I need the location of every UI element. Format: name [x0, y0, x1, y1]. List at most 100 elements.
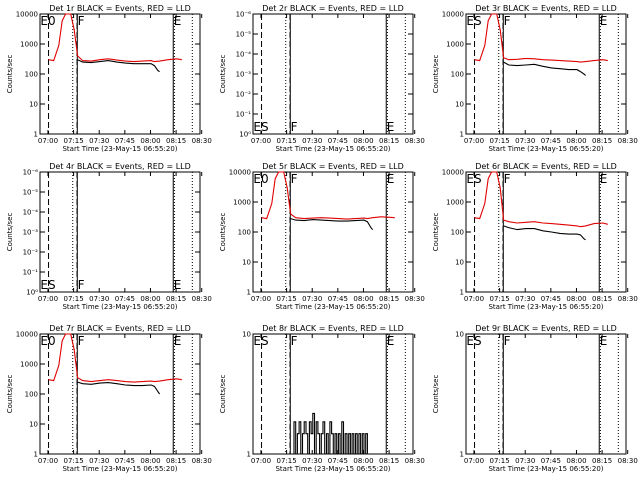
x-tick-label: 07:30 [515, 457, 535, 465]
x-axis-label: Start Time (23-May-15 06:55:20) [488, 145, 603, 153]
x-tick-label: 07:00 [464, 295, 484, 303]
y-axis-label: Counts/sec [6, 213, 14, 252]
chart-title: Det 3r BLACK = Events, RED = LLD [475, 4, 617, 13]
marker-label-f: F [504, 334, 511, 348]
x-axis-label: Start Time (23-May-15 06:55:20) [62, 145, 177, 153]
plot-frame [252, 13, 414, 135]
marker-label-e0: E0 [40, 14, 55, 28]
y-tick-label: 1 [460, 131, 464, 139]
y-tick-label: 10 [29, 101, 38, 109]
marker-label-f: F [78, 334, 85, 348]
y-tick-label: 100 [451, 71, 464, 79]
y-tick-label: 10⁻¹ [236, 111, 252, 119]
y-tick-label: 10⁻² [23, 249, 39, 257]
x-tick-label: 08:00 [566, 457, 586, 465]
x-tick-label: 07:00 [38, 295, 58, 303]
plot-frame [465, 333, 627, 455]
marker-label-e: E [387, 334, 395, 348]
marker-label-e0: E0 [253, 172, 268, 186]
x-tick-label: 08:00 [353, 457, 373, 465]
x-tick-label: 08:15 [166, 295, 186, 303]
y-axis-label: Counts/sec [6, 55, 14, 94]
y-tick-label: 10000 [16, 331, 38, 339]
marker-label-es: ES [253, 120, 268, 134]
y-axis-label: Counts/sec [432, 213, 440, 252]
x-tick-label: 07:00 [38, 457, 58, 465]
x-tick-label: 07:15 [490, 295, 510, 303]
x-tick-label: 07:00 [464, 137, 484, 145]
marker-label-e: E [387, 120, 395, 134]
chart-title: Det 7r BLACK = Events, RED = LLD [49, 324, 191, 333]
y-tick-label: 10 [29, 421, 38, 429]
lld-series-line [48, 333, 182, 383]
x-tick-label: 08:15 [379, 137, 399, 145]
x-tick-label: 07:00 [251, 457, 271, 465]
y-tick-label: 10⁻¹ [23, 269, 39, 277]
y-tick-label: 1 [247, 289, 251, 297]
events-series-line [503, 61, 586, 76]
x-tick-label: 08:30 [192, 295, 212, 303]
marker-label-f: F [291, 120, 298, 134]
x-tick-label: 08:30 [405, 137, 425, 145]
chart-panel-5: Det 5r BLACK = Events, RED = LLD 1 10 100 10… [219, 162, 425, 311]
marker-label-f: F [291, 334, 298, 348]
x-tick-label: 08:00 [140, 295, 160, 303]
plot-frame [39, 13, 201, 135]
y-tick-label: 10⁰ [239, 131, 251, 139]
y-tick-label: 10000 [229, 169, 251, 177]
y-tick-label: 1000 [446, 41, 464, 49]
y-tick-label: 10⁻⁵ [236, 31, 252, 39]
chart-title: Det 1r BLACK = Events, RED = LLD [49, 4, 191, 13]
x-tick-label: 08:15 [379, 295, 399, 303]
plot-frame [465, 13, 627, 135]
marker-label-e: E [174, 14, 182, 28]
x-tick-label: 07:45 [541, 137, 561, 145]
lld-series-line [48, 13, 182, 63]
x-tick-label: 08:00 [566, 137, 586, 145]
y-axis-label: Counts/sec [219, 213, 227, 252]
x-tick-label: 07:30 [302, 295, 322, 303]
marker-label-e: E [600, 172, 608, 186]
chart-title: Det 2r BLACK = Events, RED = LLD [262, 4, 404, 13]
x-tick-label: 08:00 [140, 137, 160, 145]
events-series-line [292, 412, 370, 455]
chart-panel-9: Det 9r BLACK = Events, RED = LLD 1 10 07:00… [432, 324, 638, 473]
chart-title: Det 6r BLACK = Events, RED = LLD [475, 162, 617, 171]
y-tick-label: 10⁻³ [236, 71, 252, 79]
x-axis-label: Start Time (23-May-15 06:55:20) [62, 303, 177, 311]
y-axis-label: Counts/sec [432, 375, 440, 414]
y-tick-label: 10⁻² [236, 91, 252, 99]
x-tick-label: 08:30 [405, 295, 425, 303]
x-axis-label: Start Time (23-May-15 06:55:20) [488, 303, 603, 311]
marker-label-es: ES [466, 14, 481, 28]
marker-label-f: F [78, 14, 85, 28]
lld-series-line [474, 171, 608, 228]
plot-frame [465, 171, 627, 293]
chart-panel-6: Det 6r BLACK = Events, RED = LLD 1 10 100 10… [432, 162, 638, 311]
x-tick-label: 08:15 [592, 137, 612, 145]
y-tick-label: 10⁰ [26, 289, 38, 297]
x-tick-label: 07:45 [328, 295, 348, 303]
chart-panel-3: Det 3r BLACK = Events, RED = LLD 1 10 100 10… [432, 4, 638, 153]
x-tick-label: 07:15 [277, 295, 297, 303]
x-tick-label: 07:15 [490, 137, 510, 145]
chart-panel-4: Det 4r BLACK = Events, RED = LLD 10⁰ 10⁻¹ 1… [6, 162, 212, 311]
y-tick-label: 10000 [442, 169, 464, 177]
marker-label-f: F [504, 172, 511, 186]
x-tick-label: 08:15 [592, 295, 612, 303]
chart-panel-2: Det 2r BLACK = Events, RED = LLD 10⁰ 10⁻¹ 1… [219, 4, 425, 153]
x-tick-label: 08:30 [192, 137, 212, 145]
x-tick-label: 08:30 [618, 295, 638, 303]
x-tick-label: 07:45 [115, 137, 135, 145]
y-tick-label: 1000 [20, 41, 38, 49]
y-tick-label: 10 [455, 259, 464, 267]
y-axis-label: Counts/sec [432, 55, 440, 94]
marker-label-e: E [174, 334, 182, 348]
x-tick-label: 08:15 [592, 457, 612, 465]
y-tick-label: 10⁻⁵ [23, 189, 39, 197]
x-tick-label: 07:45 [328, 457, 348, 465]
y-tick-label: 10 [455, 331, 464, 339]
x-tick-label: 07:15 [490, 457, 510, 465]
x-tick-label: 08:15 [166, 457, 186, 465]
